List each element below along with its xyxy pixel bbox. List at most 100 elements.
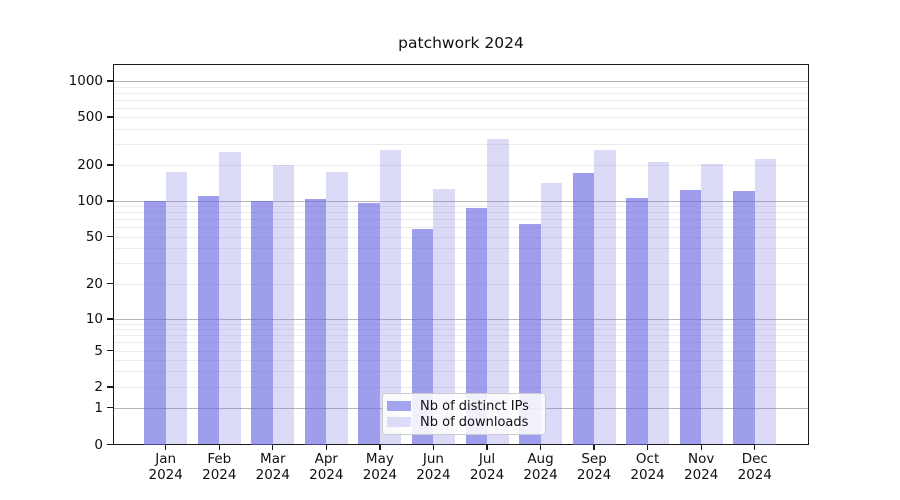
bar-ips-may bbox=[358, 203, 380, 445]
y-tick-mark bbox=[107, 443, 113, 446]
x-tick-label-may: May 2024 bbox=[350, 451, 410, 483]
gridline-major bbox=[114, 319, 808, 320]
x-tick-month: May bbox=[365, 451, 394, 467]
x-tick-label-mar: Mar 2024 bbox=[243, 451, 303, 483]
gridline-minor bbox=[114, 128, 808, 130]
bar-ips-oct bbox=[626, 197, 648, 445]
plot-area: Nb of distinct IPs Nb of downloads bbox=[113, 64, 809, 445]
x-tick-mark bbox=[272, 445, 274, 450]
gridline-minor bbox=[114, 262, 808, 264]
y-tick-mark bbox=[107, 235, 113, 238]
x-tick-month: Jan bbox=[155, 451, 177, 467]
x-tick-label-jan: Jan 2024 bbox=[136, 451, 196, 483]
x-tick-mark bbox=[700, 445, 702, 450]
gridline-minor bbox=[114, 335, 808, 337]
x-tick-year: 2024 bbox=[684, 466, 719, 483]
bar-downloads-nov bbox=[701, 164, 723, 445]
bar-downloads-jul bbox=[487, 138, 509, 445]
gridline-minor bbox=[114, 86, 808, 88]
x-tick-month: Feb bbox=[207, 451, 232, 467]
x-tick-mark bbox=[593, 445, 595, 450]
bar-ips-aug bbox=[519, 223, 541, 445]
x-tick-year: 2024 bbox=[255, 466, 290, 483]
bar-downloads-oct bbox=[647, 162, 670, 445]
x-tick-year: 2024 bbox=[523, 466, 558, 483]
x-tick-year: 2024 bbox=[362, 466, 398, 483]
y-tick-label: 1 bbox=[94, 399, 103, 416]
y-tick-label: 10 bbox=[85, 311, 103, 327]
bar-downloads-jan bbox=[165, 172, 188, 445]
bar-ips-feb bbox=[197, 195, 220, 445]
legend-swatch-downloads bbox=[387, 417, 411, 427]
bar-ips-nov bbox=[679, 190, 702, 445]
chart-title: patchwork 2024 bbox=[398, 34, 524, 52]
y-tick-mark bbox=[107, 318, 113, 320]
x-tick-year: 2024 bbox=[148, 466, 183, 483]
gridline-minor bbox=[114, 359, 808, 361]
gridline-minor bbox=[114, 212, 808, 214]
x-tick-label-nov: Nov 2024 bbox=[671, 451, 731, 483]
x-tick-month: Apr bbox=[314, 451, 338, 467]
legend-label: Nb of distinct IPs bbox=[420, 398, 529, 414]
x-tick-year: 2024 bbox=[576, 466, 612, 483]
legend-swatch-distinct-ips bbox=[387, 401, 411, 411]
gridline-major bbox=[114, 201, 808, 202]
x-tick-year: 2024 bbox=[737, 466, 772, 483]
x-tick-label-jul: Jul 2024 bbox=[457, 451, 517, 483]
x-tick-mark bbox=[539, 445, 542, 450]
y-tick-label: 20 bbox=[85, 275, 103, 292]
x-tick-month: Jul bbox=[478, 451, 496, 467]
gridline-minor bbox=[114, 323, 808, 325]
x-tick-year: 2024 bbox=[416, 466, 451, 483]
gridline-minor bbox=[114, 164, 808, 166]
y-tick-label: 500 bbox=[77, 109, 103, 126]
gridline-minor bbox=[114, 117, 808, 119]
x-tick-month: Nov bbox=[688, 451, 715, 467]
y-tick-label: 0 bbox=[94, 436, 103, 453]
y-tick-label: 50 bbox=[85, 228, 103, 245]
bar-downloads-aug bbox=[540, 182, 562, 445]
x-tick-mark bbox=[646, 445, 649, 450]
y-tick-mark bbox=[107, 407, 113, 409]
x-tick-mark bbox=[165, 445, 167, 450]
y-tick-mark bbox=[107, 164, 113, 166]
bar-ips-apr bbox=[304, 199, 327, 445]
y-tick-label: 2 bbox=[94, 379, 103, 395]
y-tick-mark bbox=[107, 350, 113, 352]
x-tick-month: Sep bbox=[581, 451, 607, 467]
x-tick-month: Aug bbox=[527, 451, 554, 467]
x-tick-label-oct: Oct 2024 bbox=[618, 451, 678, 483]
x-tick-mark bbox=[486, 445, 488, 450]
x-tick-month: Jun bbox=[422, 451, 444, 467]
gridline-minor bbox=[114, 107, 808, 109]
bar-ips-dec bbox=[733, 190, 755, 445]
bar-downloads-may bbox=[379, 150, 402, 445]
bar-ips-jun bbox=[411, 228, 434, 445]
x-tick-year: 2024 bbox=[630, 466, 665, 483]
y-tick-label: 5 bbox=[94, 342, 103, 359]
x-tick-mark bbox=[754, 445, 756, 450]
y-tick-mark bbox=[107, 116, 113, 118]
x-tick-label-dec: Dec 2024 bbox=[725, 451, 785, 483]
gridline-minor bbox=[114, 206, 808, 208]
x-tick-mark bbox=[379, 445, 381, 450]
gridline-minor bbox=[114, 342, 808, 344]
x-tick-label-jun: Jun 2024 bbox=[403, 451, 463, 483]
bar-downloads-feb bbox=[219, 152, 241, 445]
bar-ips-jul bbox=[465, 208, 487, 445]
legend-label: Nb of downloads bbox=[420, 414, 529, 430]
x-tick-label-feb: Feb 2024 bbox=[189, 451, 249, 483]
x-tick-mark bbox=[218, 445, 220, 450]
y-tick-label: 1000 bbox=[68, 73, 103, 89]
gridline-minor bbox=[114, 248, 808, 249]
bar-downloads-mar bbox=[272, 165, 295, 445]
x-tick-year: 2024 bbox=[309, 466, 344, 483]
x-tick-label-apr: Apr 2024 bbox=[296, 451, 356, 483]
x-tick-month: Mar bbox=[260, 451, 286, 467]
bar-downloads-apr bbox=[326, 172, 348, 445]
x-tick-label-aug: Aug 2024 bbox=[511, 451, 571, 483]
gridline-major bbox=[114, 81, 808, 82]
gridline-minor bbox=[114, 236, 808, 238]
y-tick-mark bbox=[107, 386, 113, 388]
